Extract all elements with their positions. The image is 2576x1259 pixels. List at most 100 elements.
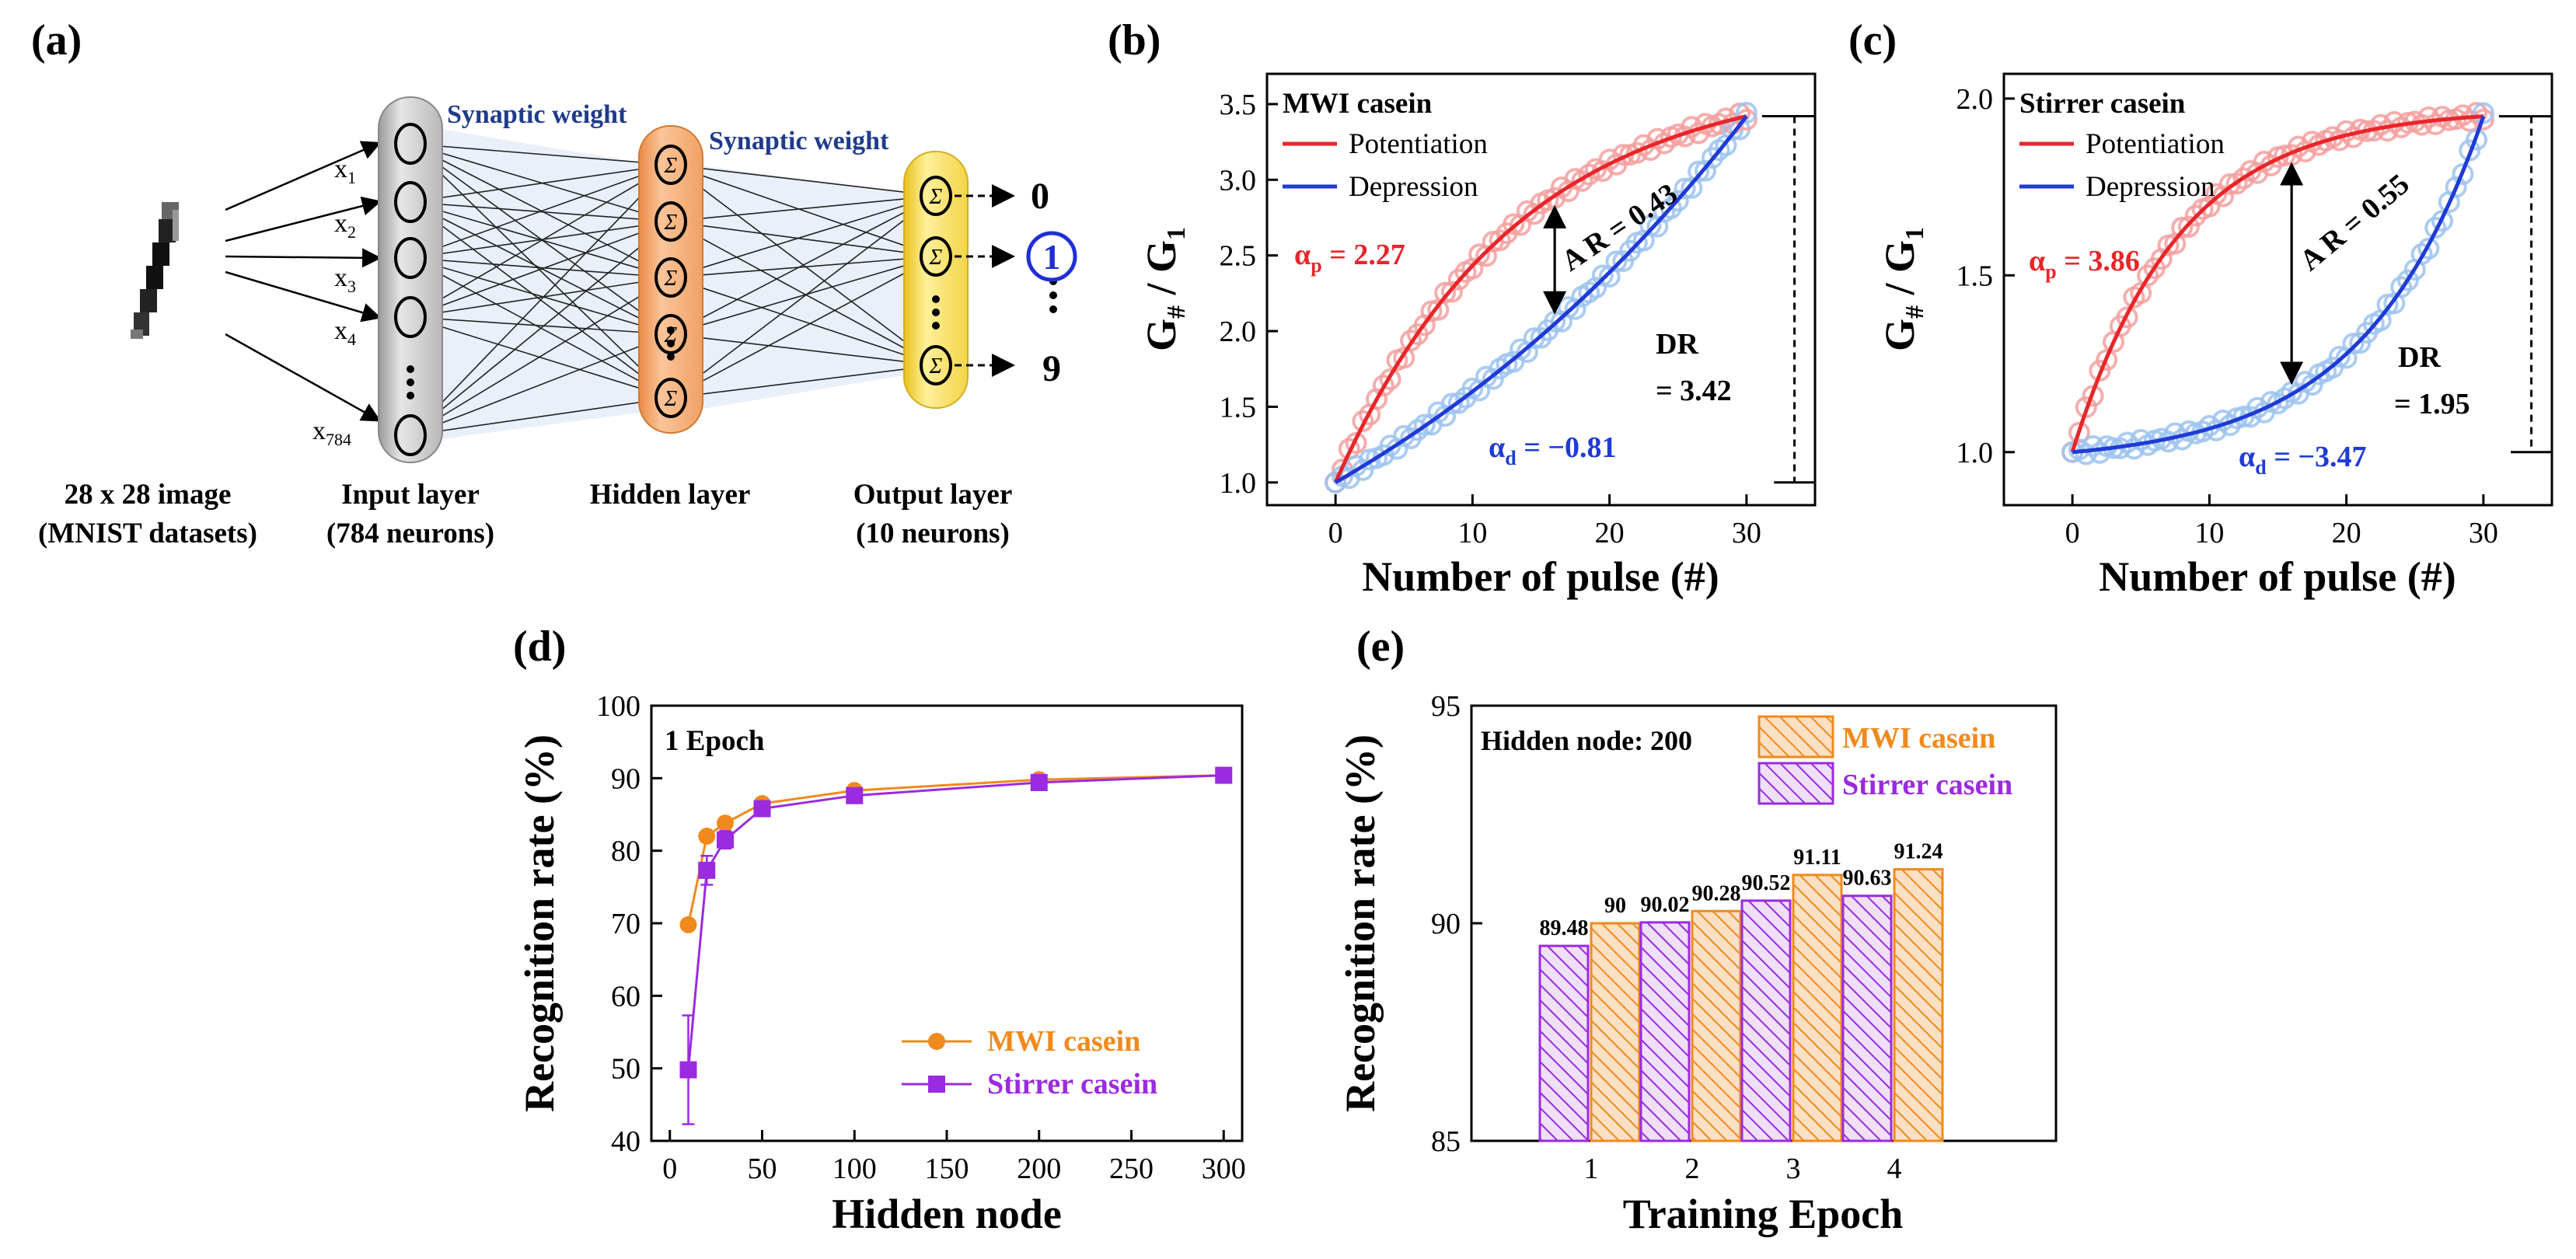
sigma-symbol: Σ <box>929 185 943 209</box>
synapse-line <box>410 143 672 278</box>
input-label-2: x2 <box>334 209 356 242</box>
depression-marker <box>1667 190 1689 212</box>
sigma-symbol: Σ <box>929 246 943 270</box>
panel-b-frame <box>1265 72 1817 507</box>
bar-value-label: 91.11 <box>1793 846 1841 870</box>
y-tick-label: 1.5 <box>1956 260 1994 292</box>
mwi-data-point <box>698 828 716 845</box>
panel-b-dr-line2: = 3.42 <box>1656 375 1732 407</box>
panel-b-alpha-p: αp = 2.27 <box>1294 239 1405 277</box>
x-tick-label: 50 <box>748 1153 777 1185</box>
panel-e-label: (e) <box>1356 623 1405 671</box>
bar-value-label: 91.24 <box>1894 840 1943 864</box>
mwi-series-line <box>687 774 1224 926</box>
panel-e-legend-stirrer-swatch <box>1757 762 1834 805</box>
synapse-line <box>410 143 672 335</box>
y-tick-label: 85 <box>1431 1125 1461 1158</box>
depression-marker <box>2390 276 2413 298</box>
potentiation-marker <box>2472 108 2494 131</box>
x-tick-label: 20 <box>1595 517 1625 549</box>
image-to-input-arrows <box>225 141 382 422</box>
output-arrows <box>955 184 1015 377</box>
synapse-line <box>670 221 937 366</box>
output-digit-1: 1 <box>1043 237 1061 277</box>
stirrer-data-point <box>753 800 771 818</box>
input-labels: x1 x2 x3 x4 x784 <box>312 155 356 449</box>
bar-value-label: 90.02 <box>1641 893 1690 917</box>
synapse-line <box>670 256 937 335</box>
depression-marker <box>2445 176 2467 198</box>
hidden-neuron <box>654 145 687 185</box>
depression-marker <box>1325 471 1347 493</box>
y-tick-label: 1.5 <box>1220 391 1257 424</box>
caption-image-line1: 28 x 28 image <box>65 479 232 511</box>
depression-marker <box>2089 441 2111 464</box>
depression-marker <box>2424 217 2447 239</box>
stirrer-bar <box>1639 921 1691 1142</box>
synapse-line <box>410 164 672 259</box>
panel-b-legend-potentiation: Potentiation <box>1349 128 1488 160</box>
x-tick-label: 4 <box>1887 1153 1902 1185</box>
potentiation-marker <box>2068 421 2090 444</box>
synapse-line <box>410 333 672 436</box>
panel-c-dr-line1: DR <box>2398 341 2441 374</box>
synapse-line <box>670 164 937 197</box>
synapse-line <box>410 277 672 436</box>
synapse-line <box>670 195 937 278</box>
depression-marker <box>1434 405 1457 427</box>
synapse-line <box>670 221 937 257</box>
panel-d-label: (d) <box>513 623 566 671</box>
depression-marker <box>1605 250 1628 273</box>
synapse-line <box>670 195 937 399</box>
panel-c-label: (c) <box>1848 16 1897 65</box>
panel-b-chart: (b) 0 10 20 30 1.0 1.5 2.0 2.5 3.0 3.5 Number of … <box>1108 16 1817 600</box>
hidden-layer-pill <box>638 125 703 434</box>
panel-b-alpha-d: αd = −0.81 <box>1489 431 1617 469</box>
panel-a-captions: 28 x 28 image (MNIST datasets) Input lay… <box>38 479 1012 549</box>
potentiation-marker <box>2232 167 2255 190</box>
bar-value-label: 90.52 <box>1742 871 1791 895</box>
synapse-line <box>670 256 937 399</box>
synapse-line <box>410 221 672 318</box>
x-tick-label: 300 <box>1202 1153 1246 1185</box>
x-tick-label: 30 <box>1732 517 1761 549</box>
potentiation-line <box>2070 114 2484 453</box>
sigma-symbol: Σ <box>664 154 678 178</box>
mwi-bar <box>1893 868 1944 1142</box>
synapse-line <box>670 164 937 257</box>
panel-d-legend-stirrer: Stirrer casein <box>987 1068 1157 1100</box>
hidden-neuron <box>654 257 687 298</box>
synapse-line <box>670 256 937 278</box>
stirrer-data-point <box>1030 773 1048 791</box>
potentiation-marker <box>1379 368 1401 391</box>
panel-c-legend-potentiation: Potentiation <box>2086 128 2225 160</box>
potentiation-marker <box>2116 306 2138 329</box>
potentiation-marker <box>1440 281 1463 303</box>
depression-marker <box>1695 159 1716 182</box>
output-digit-9: 9 <box>1042 348 1061 389</box>
stirrer-bar <box>1538 944 1590 1142</box>
depression-marker <box>1440 392 1463 415</box>
synapse-line <box>410 164 672 203</box>
mnist-digit-image <box>131 202 179 339</box>
stirrer-data-point <box>1215 766 1233 784</box>
input-neuron <box>394 414 427 456</box>
x-tick-label: 10 <box>1457 517 1487 549</box>
panel-d-legend-stirrer-marker <box>928 1076 945 1093</box>
weight-region-1 <box>412 124 645 443</box>
x-tick-label: 30 <box>2469 517 2498 549</box>
panel-d-ylabel: Recognition rate (%) <box>516 734 563 1112</box>
potentiation-marker <box>2096 349 2118 371</box>
y-tick-label: 40 <box>611 1125 641 1158</box>
sigma-symbol: Σ <box>664 211 678 235</box>
depression-marker <box>2431 210 2453 232</box>
panel-b-label: (b) <box>1108 16 1161 65</box>
synapse-connections <box>410 143 937 436</box>
synapse-line <box>410 397 672 436</box>
weight-region-2 <box>684 163 917 412</box>
y-tick-label: 90 <box>611 762 641 795</box>
potentiation-marker <box>2417 106 2440 128</box>
panel-e-legend-mwi: MWI casein <box>1842 722 1995 755</box>
y-tick-label: 2.5 <box>1220 240 1257 273</box>
output-layer-pill <box>903 151 969 409</box>
